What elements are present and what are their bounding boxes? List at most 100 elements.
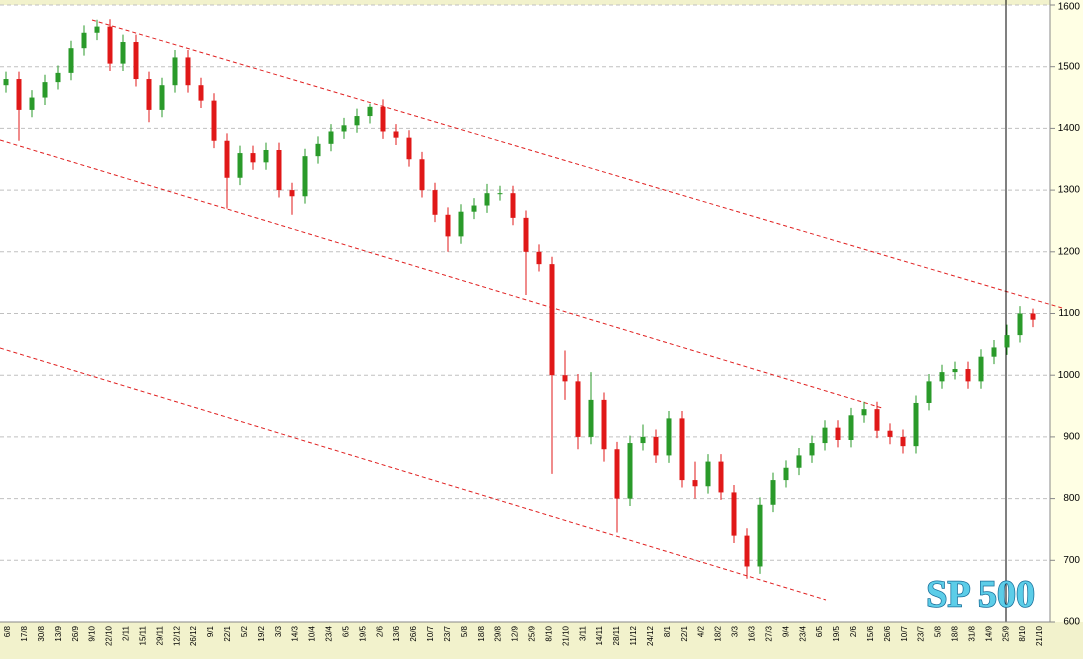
candle-body <box>549 264 555 376</box>
candle-body <box>679 418 685 481</box>
candle-body <box>848 415 854 440</box>
candle-body <box>835 427 841 440</box>
candle-body <box>211 100 217 141</box>
x-tick-label: 13/6 <box>392 625 401 641</box>
x-tick-label: 2/6 <box>849 625 858 637</box>
candle-body <box>744 535 750 567</box>
x-tick-label: 26/12 <box>189 625 198 646</box>
x-tick-label: 13/9 <box>54 625 63 641</box>
candle-body <box>1030 313 1036 320</box>
candle-body <box>991 347 997 357</box>
candle-body <box>562 375 568 382</box>
candle-body <box>601 399 607 450</box>
x-tick-label: 19/2 <box>257 625 266 641</box>
candle-body <box>757 504 763 567</box>
candle-body <box>198 85 204 101</box>
candle-body <box>302 156 308 197</box>
candle-body <box>510 193 516 218</box>
x-tick-label: 3/11 <box>578 625 587 641</box>
candle-body <box>380 106 386 132</box>
candle-body <box>653 436 659 456</box>
x-tick-label: 19/5 <box>358 625 367 641</box>
candle-body <box>341 125 347 132</box>
x-tick-label: 23/7 <box>917 625 926 641</box>
candle-body <box>367 106 373 117</box>
x-tick-label: 9/10 <box>88 625 97 641</box>
candle-body <box>55 72 61 83</box>
x-tick-label: 17/8 <box>20 625 29 641</box>
x-tick-label: 15/6 <box>866 625 875 641</box>
candle-body <box>484 193 490 206</box>
candle-body <box>237 153 243 178</box>
y-tick-label: 1600 <box>1058 2 1081 13</box>
candle-body <box>575 381 581 437</box>
candle-body <box>263 149 269 163</box>
x-tick-label: 10/7 <box>900 625 909 641</box>
x-tick-label: 22/1 <box>680 625 689 641</box>
candle-body <box>861 409 867 416</box>
candle-body <box>770 480 776 505</box>
y-tick-label: 800 <box>1063 493 1080 504</box>
candle-body <box>445 214 451 237</box>
x-tick-label: 21/10 <box>1035 625 1044 646</box>
chart-title: SP 500 <box>926 574 1035 616</box>
candle-body <box>107 26 113 64</box>
candle-body <box>3 79 9 86</box>
x-tick-label: 29/11 <box>155 625 164 645</box>
y-tick-label: 700 <box>1063 555 1080 566</box>
x-tick-label: 12/9 <box>511 625 520 641</box>
channel-upper <box>91 19 1063 309</box>
candle-body <box>328 131 334 144</box>
x-tick-label: 27/3 <box>764 625 773 641</box>
x-tick-label: 14/9 <box>984 625 993 641</box>
candle-body <box>588 399 594 437</box>
x-tick-label: 12/12 <box>172 625 181 646</box>
x-tick-label: 23/4 <box>325 625 334 641</box>
x-tick-label: 21/10 <box>561 625 570 646</box>
x-tick-label: 24/12 <box>646 625 655 646</box>
x-tick-label: 22/1 <box>223 625 232 641</box>
candle-body <box>887 430 893 437</box>
x-tick-label: 8/10 <box>1018 625 1027 641</box>
x-tick-label: 15/11 <box>138 625 147 645</box>
x-tick-label: 25/9 <box>1001 625 1010 641</box>
y-tick-label: 1400 <box>1058 123 1081 134</box>
x-tick-label: 5/8 <box>460 625 469 637</box>
x-tick-label: 9/4 <box>781 625 790 637</box>
candle-body <box>952 369 958 373</box>
x-tick-label: 23/4 <box>798 625 807 641</box>
x-tick-label: 2/11 <box>122 625 131 641</box>
y-tick-label: 900 <box>1063 432 1080 443</box>
candle-body <box>1004 335 1010 348</box>
candle-body <box>406 137 412 160</box>
x-tick-label: 26/9 <box>71 625 80 641</box>
x-tick-label: 14/11 <box>595 625 604 645</box>
candle-body <box>42 82 48 98</box>
x-tick-label: 18/8 <box>951 625 960 641</box>
candle-body <box>458 211 464 237</box>
x-tick-label: 6/8 <box>3 625 12 637</box>
candle-body <box>81 32 87 49</box>
candle-body <box>1017 313 1023 336</box>
x-tick-label: 26/6 <box>883 625 892 641</box>
x-tick-label: 16/3 <box>748 625 757 641</box>
y-tick-label: 1200 <box>1058 246 1081 257</box>
y-tick-label: 1100 <box>1058 308 1080 319</box>
candle-body <box>29 97 35 110</box>
candle-body <box>354 116 360 126</box>
x-tick-label: 3/3 <box>274 625 283 637</box>
candle-body <box>172 57 178 86</box>
candle-body <box>146 79 152 110</box>
x-tick-label: 29/8 <box>494 625 503 641</box>
candle-body <box>536 251 542 265</box>
x-tick-label: 3/3 <box>731 625 740 637</box>
x-tick-label: 22/10 <box>105 625 114 646</box>
candle-body <box>640 436 646 444</box>
candle-body <box>224 140 230 178</box>
candle-body <box>627 443 633 499</box>
candle-body <box>913 402 919 447</box>
candle-body <box>16 79 22 110</box>
candle-body <box>315 143 321 157</box>
x-tick-label: 5/2 <box>240 625 249 637</box>
x-tick-label: 4/2 <box>697 625 706 637</box>
